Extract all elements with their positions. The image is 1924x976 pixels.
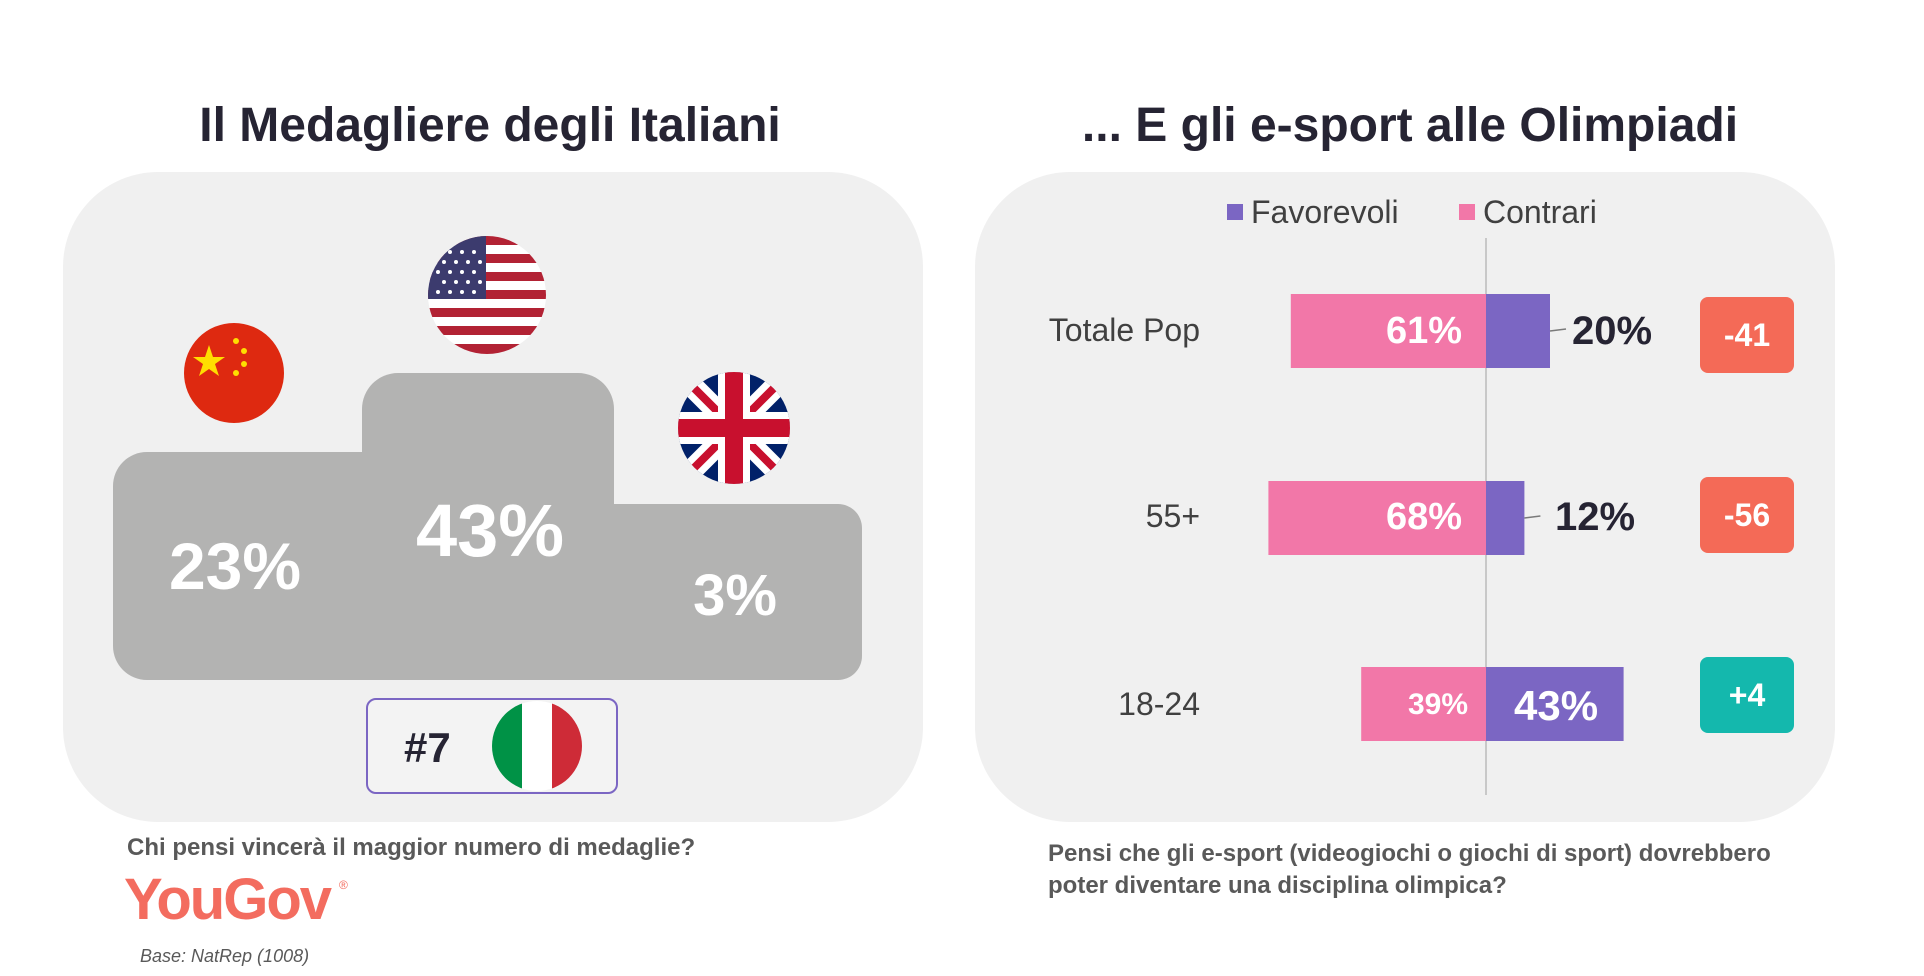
usa-flag-icon (428, 236, 546, 354)
favorevoli-label-totale: 20% (1572, 309, 1653, 353)
medal-question: Chi pensi vincerà il maggior numero di m… (127, 834, 696, 861)
contrari-bar-55 (1268, 481, 1486, 555)
legend-swatch-favorevoli (1227, 203, 1243, 220)
podium-step-right (600, 504, 862, 680)
net-badge-55: -56 (1700, 477, 1794, 553)
contrari-label-totale: 61% (1385, 310, 1462, 352)
category-label-18-24: 18-24 (1118, 686, 1200, 722)
italy-flag-icon (492, 701, 582, 791)
left-title: Il Medagliere degli Italiani (199, 99, 781, 152)
category-label-55: 55+ (1145, 498, 1200, 534)
podium-step-left (113, 452, 393, 680)
category-label-totale: Totale Pop (1048, 312, 1200, 348)
net-badge-totale: -41 (1700, 297, 1794, 373)
favorevoli-leader-55 (1524, 515, 1541, 519)
net-badge-18-24: +4 (1700, 657, 1794, 733)
contrari-bar-18-24 (1361, 667, 1486, 741)
legend-favorevoli: Favorevoli (1227, 194, 1399, 231)
esport-question-line2: poter diventare una disciplina olimpica? (1048, 872, 1507, 899)
esport-question-line1: Pensi che gli e-sport (videogiochi o gio… (1048, 840, 1771, 867)
podium-value-china: 23% (168, 529, 302, 603)
italy-rank: #7 (404, 724, 451, 771)
podium-step-center (362, 373, 614, 680)
contrari-bar-totale (1290, 294, 1486, 368)
favorevoli-leader-totale (1549, 328, 1567, 332)
favorevoli-label-55: 12% (1555, 495, 1636, 539)
podium-value-usa: 43% (415, 489, 565, 572)
china-flag-icon (184, 323, 284, 423)
right-title: ... E gli e-sport alle Olimpiadi (1081, 99, 1739, 152)
favorevoli-bar-55 (1486, 481, 1525, 555)
favorevoli-bar-totale (1486, 294, 1550, 368)
legend-contrari: Contrari (1459, 194, 1597, 231)
podium-value-uk: 3% (693, 563, 777, 628)
legend-swatch-contrari (1459, 203, 1475, 220)
legend-label-favorevoli: Favorevoli (1251, 194, 1399, 230)
contrari-label-55: 68% (1385, 496, 1462, 538)
contrari-label-18-24: 39% (1407, 688, 1468, 721)
uk-flag-icon (678, 372, 790, 484)
favorevoli-bar-18-24 (1486, 667, 1624, 741)
legend-label-contrari: Contrari (1483, 194, 1597, 230)
favorevoli-label-18-24: 43% (1514, 682, 1599, 729)
base-note: Base: NatRep (1008) (140, 946, 310, 966)
yougov-logo: YouGov (124, 867, 332, 932)
registered-mark: ® (339, 878, 348, 892)
